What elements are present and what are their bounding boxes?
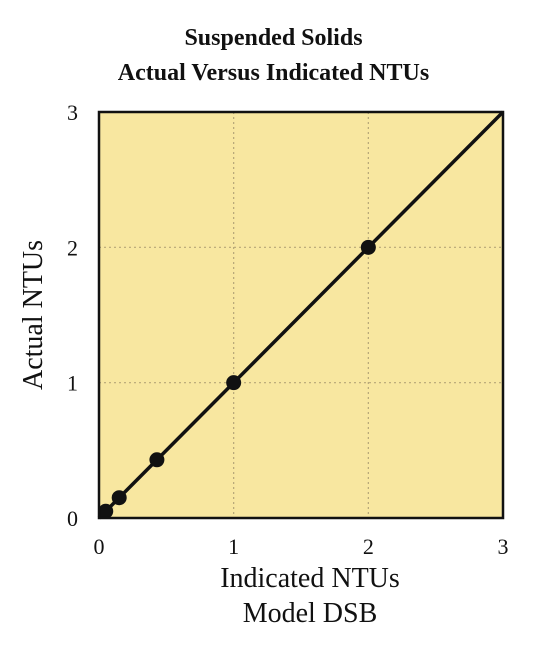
y-tick-label: 2	[67, 235, 78, 260]
x-tick-label: 1	[228, 534, 239, 559]
y-tick-label: 3	[67, 100, 78, 125]
data-point	[360, 239, 376, 255]
x-tick-label: 0	[94, 534, 105, 559]
gridlines	[99, 112, 503, 518]
fit-line-layer	[97, 110, 505, 520]
y-tick-labels: 0 1 2 3	[67, 100, 78, 531]
x-tick-label: 2	[363, 534, 374, 559]
plot-border	[97, 110, 505, 520]
data-point	[149, 452, 165, 468]
data-point	[98, 503, 114, 519]
chart-subtitle: Actual Versus Indicated NTUs	[117, 60, 430, 86]
chart-title: Suspended Solids	[184, 25, 363, 51]
data-points	[98, 239, 376, 519]
x-tick-labels: 0 1 2 3	[94, 534, 509, 559]
x-tick-label: 3	[498, 534, 509, 559]
x-axis-subtitle: Model DSB	[243, 598, 378, 629]
data-point	[111, 490, 127, 506]
x-axis-title: Indicated NTUs	[220, 563, 400, 594]
y-axis-title: Actual NTUs	[18, 240, 49, 390]
fit-line	[97, 110, 505, 520]
y-tick-label: 1	[67, 371, 78, 396]
y-tick-label: 0	[67, 506, 78, 531]
data-point	[226, 375, 242, 391]
